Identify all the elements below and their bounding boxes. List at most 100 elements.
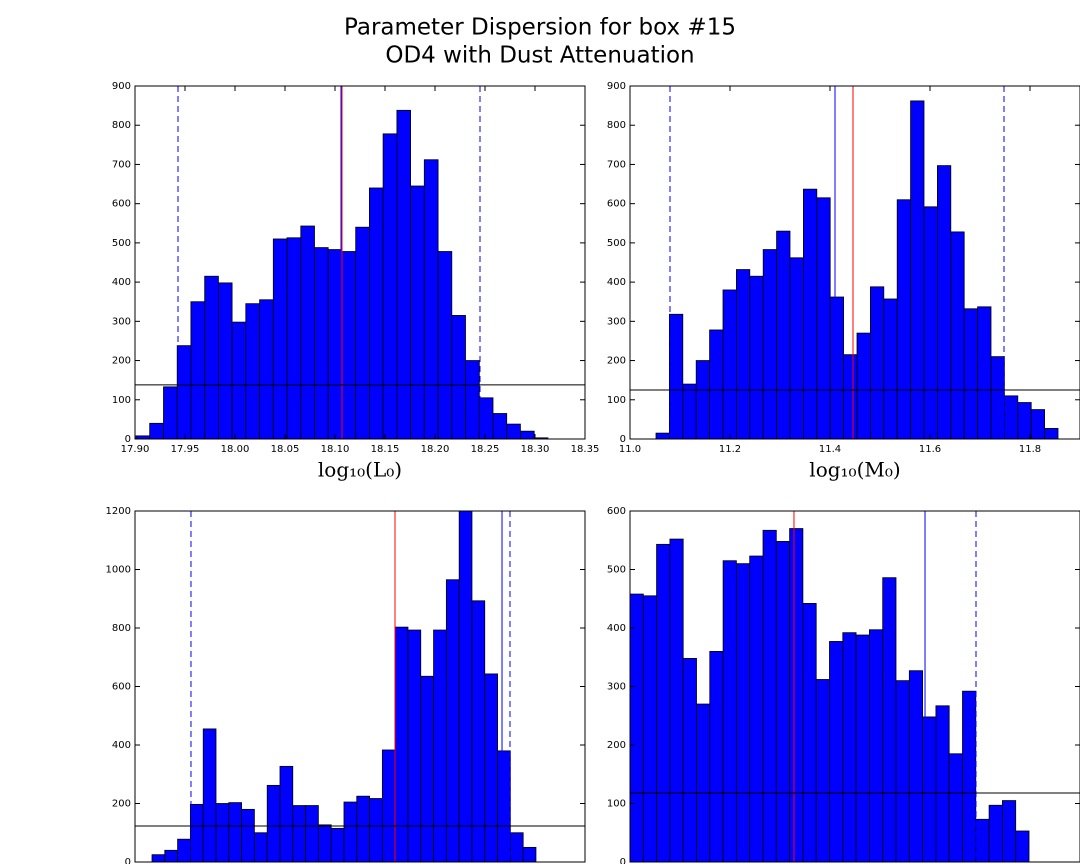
histogram-bar [656, 543, 671, 863]
histogram-bar [749, 555, 764, 863]
histogram-bar [869, 629, 884, 863]
histogram-bar [775, 541, 791, 863]
x-axis-label: log₁₀(L₀) [318, 458, 402, 482]
histogram-bar [923, 206, 938, 440]
x-tick-label: 18.15 [371, 444, 400, 455]
x-tick-label: 18.20 [421, 444, 450, 455]
subplot: 0 100 200 300 400 500 600 [607, 506, 1080, 864]
histogram-bar [204, 275, 219, 440]
histogram-bar [988, 804, 1003, 863]
histogram-bar [815, 679, 830, 863]
histogram-bar [305, 805, 319, 863]
histogram-bar [451, 315, 466, 440]
y-tick-label: 100 [607, 799, 626, 810]
histogram-bar [883, 298, 898, 440]
suptitle: OD4 with Dust Attenuation [385, 43, 694, 69]
histogram-bar [669, 313, 684, 440]
histogram-bar [695, 360, 711, 440]
x-tick-label: 18.05 [271, 444, 300, 455]
histogram-bar [343, 801, 358, 863]
histogram-bar [317, 824, 332, 863]
y-tick-label: 900 [112, 81, 131, 92]
axes-frame [134, 85, 586, 440]
histogram-bar [749, 275, 764, 440]
histogram-bar [465, 360, 480, 440]
histogram-bar [423, 159, 439, 440]
histogram-bar [762, 249, 778, 440]
histogram-bar [506, 423, 521, 440]
histogram-bar [1030, 409, 1045, 440]
histogram-bar [962, 690, 977, 863]
histogram-bar [381, 749, 396, 863]
histogram-bar [789, 257, 804, 440]
y-tick-label: 600 [112, 199, 131, 210]
x-tick-label: 11.8 [1019, 444, 1041, 455]
y-tick-label: 500 [607, 565, 626, 576]
histogram-bar [669, 538, 684, 863]
histogram-bar [696, 703, 711, 863]
histogram-bar [895, 680, 910, 863]
y-tick-label: 700 [112, 159, 131, 170]
x-tick-label: 18.30 [521, 444, 550, 455]
y-tick-label: 800 [607, 120, 626, 131]
histogram-bar [355, 226, 370, 440]
histogram-bar [410, 185, 425, 440]
histogram-bar [522, 846, 537, 863]
y-tick-label: 200 [607, 740, 626, 751]
histogram-bar [722, 289, 737, 440]
x-tick-label: 11.4 [819, 444, 841, 455]
histogram-bar [458, 510, 473, 863]
histogram-bar [369, 798, 383, 863]
histogram-bar [682, 658, 697, 863]
histogram-bar [437, 251, 453, 440]
y-tick-label: 900 [607, 81, 626, 92]
histogram-bar [655, 432, 670, 440]
y-tick-label: 400 [112, 277, 131, 288]
y-tick-label: 400 [607, 623, 626, 634]
histogram-bar [870, 286, 885, 440]
x-tick-label: 18.25 [471, 444, 500, 455]
y-tick-label: 400 [607, 277, 626, 288]
histogram-bar [520, 430, 535, 440]
y-tick-label: 0 [125, 857, 131, 864]
x-tick-label: 18.00 [221, 444, 250, 455]
histogram-bar [855, 634, 870, 863]
y-tick-label: 700 [607, 159, 626, 170]
histogram-bar [163, 386, 178, 440]
subplot: 0 200 400 600 800 1000 1200 [106, 506, 586, 864]
histogram-bar [149, 422, 164, 440]
y-tick-label: 200 [112, 799, 131, 810]
histogram-bar [433, 629, 447, 863]
histogram-bar [327, 249, 343, 440]
y-tick-label: 0 [620, 434, 626, 445]
histogram-bar [642, 595, 657, 863]
y-tick-label: 200 [607, 356, 626, 367]
histogram-bar [682, 383, 697, 440]
y-tick-label: 600 [607, 199, 626, 210]
y-tick-label: 100 [112, 395, 131, 406]
x-tick-label: 11.6 [919, 444, 941, 455]
y-tick-label: 200 [112, 356, 131, 367]
histogram-bar [882, 577, 897, 863]
histogram-bar [829, 296, 845, 440]
y-tick-label: 300 [607, 682, 626, 693]
y-tick-label: 800 [112, 120, 131, 131]
histogram-bar [272, 238, 288, 440]
histogram-bar [300, 225, 315, 440]
histogram-bar [829, 641, 844, 863]
histogram-bar [176, 345, 192, 440]
histogram-bar [1017, 402, 1032, 440]
histogram-bar [286, 237, 302, 440]
histogram-bar [253, 832, 268, 863]
subplot: 0 100 200 300 400 500 600 700 800 900 17.90 17.95 18… [112, 81, 599, 482]
histogram-bar [245, 303, 261, 440]
histogram-bar [445, 579, 460, 863]
axes-frame [629, 85, 1080, 440]
x-axis-label: log₁₀(M₀) [809, 458, 900, 482]
histogram-bar [709, 651, 724, 863]
histogram-bar [407, 629, 422, 863]
histogram-bar [963, 308, 979, 440]
histogram-bar [228, 802, 243, 863]
